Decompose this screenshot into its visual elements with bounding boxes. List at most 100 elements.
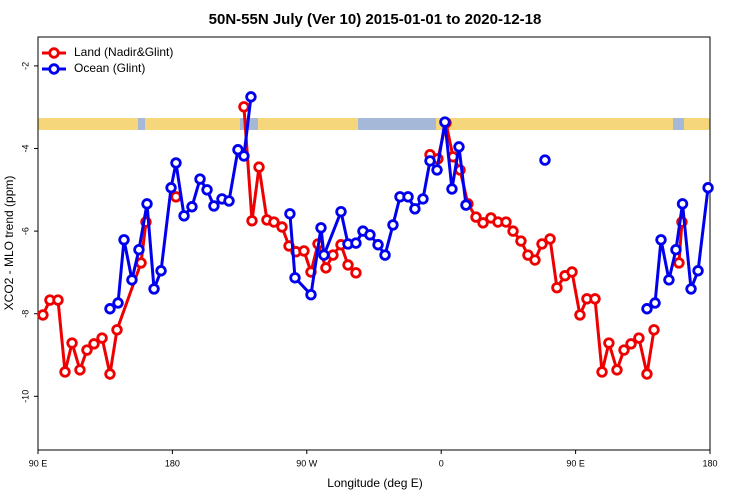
point [685,283,697,295]
point [673,257,685,269]
x-tick-label: 180 [702,458,717,468]
point [126,274,138,286]
point [318,249,330,261]
point [186,201,198,213]
point [66,337,78,349]
point [574,309,586,321]
point [165,182,177,194]
point [201,184,213,196]
point [618,344,630,356]
point [387,219,399,231]
point [566,266,578,278]
point [37,309,49,321]
point [663,274,675,286]
point [276,221,288,233]
point [431,164,443,176]
point [702,182,714,194]
point [111,324,123,336]
point [238,150,250,162]
y-tick-label: -10 [20,390,30,403]
point [104,303,116,315]
point [460,199,472,211]
point [88,338,100,350]
point [141,198,153,210]
x-tick-label: 90 W [296,458,318,468]
point [409,203,421,215]
point [148,283,160,295]
point [417,193,429,205]
point [402,191,414,203]
point [655,234,667,246]
point [194,173,206,185]
point [596,366,608,378]
point [335,205,347,218]
point [470,211,482,223]
y-tick-label: -8 [20,310,30,318]
point [551,281,563,294]
point [477,217,489,229]
point [170,191,182,203]
point [327,249,339,261]
chart-title: 50N-55N July (Ver 10) 2015-01-01 to 2020… [209,11,542,28]
point [372,239,384,251]
point [238,101,250,113]
point [544,233,556,245]
point [208,200,220,212]
land-band [38,118,138,130]
point [118,234,130,246]
point [529,254,541,266]
point [246,215,258,227]
series-line [677,221,684,264]
point [676,198,689,210]
y-tick-label: -2 [20,62,30,70]
point [500,216,512,228]
point [315,222,327,234]
legend-marker [48,63,60,75]
y-tick-label: -6 [20,227,30,235]
point [284,208,296,220]
point [507,225,519,237]
point [74,364,86,376]
point [133,243,145,256]
point [424,155,436,167]
point [539,154,551,166]
point [170,157,182,169]
legend-marker [48,47,60,59]
land-band [145,118,240,130]
point [364,229,376,241]
point [96,332,108,344]
legend-label: Ocean (Glint) [74,61,145,75]
point [59,366,71,378]
point [603,337,615,349]
land-band [684,118,710,130]
series-line [288,120,468,297]
point [641,368,653,380]
x-tick-label: 0 [439,458,444,468]
x-tick-label: 90 E [566,458,585,468]
point [648,324,660,336]
point [112,297,124,309]
point [245,91,257,103]
land-band [436,118,673,130]
point [633,332,645,344]
point [649,297,661,309]
point [320,262,332,274]
point [379,249,391,261]
point [589,293,601,305]
point [81,344,93,356]
x-tick-label: 90 E [29,458,48,468]
y-tick-label: -4 [20,145,30,153]
point [289,272,301,284]
point [439,116,451,128]
point [305,289,317,301]
point [178,210,190,222]
point [641,303,653,315]
point [453,141,465,153]
point [155,265,167,277]
point [625,338,637,350]
legend-label: Land (Nadir&Glint) [74,45,173,59]
point [611,364,623,376]
point [223,195,235,207]
y-axis-label: XCO2 - MLO trend (ppm) [2,176,16,311]
